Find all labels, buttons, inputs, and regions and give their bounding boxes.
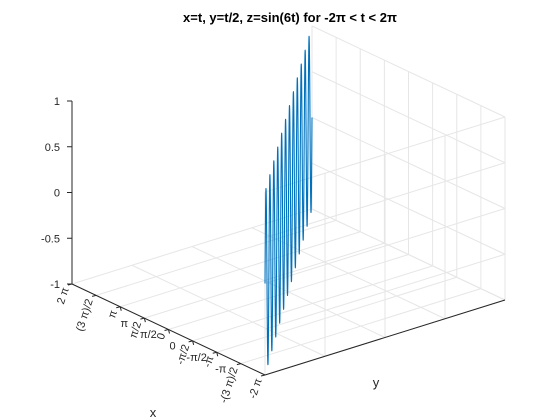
y-tick xyxy=(192,340,195,345)
x-tick-label: 0 xyxy=(155,332,168,342)
x-tick xyxy=(260,374,266,377)
chart-title: x=t, y=t/2, z=sin(6t) for -2π < t < 2π xyxy=(183,10,397,25)
series-line xyxy=(264,35,313,366)
z-grid-wall-y xyxy=(311,25,506,118)
z-grid-wall-y xyxy=(311,71,506,164)
y-grid-floor xyxy=(131,264,326,357)
y-tick xyxy=(119,306,122,311)
y-tick-label: π xyxy=(120,318,128,330)
z-grid-wall-x xyxy=(264,253,506,330)
x-tick xyxy=(212,351,217,354)
z-grid-wall-y xyxy=(311,117,506,209)
axis-ticks xyxy=(67,100,266,377)
y-grid-floor xyxy=(191,246,386,338)
x-tick-label: π xyxy=(106,308,120,319)
x-tick xyxy=(140,317,145,320)
z-grid-wall-y xyxy=(311,208,506,301)
z-tick-label: -0.5 xyxy=(41,233,60,245)
x-tick xyxy=(188,340,193,343)
x-tick-label: 2 π xyxy=(55,286,72,306)
z-grid-wall-x xyxy=(264,116,506,193)
z-tick-label: 0.5 xyxy=(45,142,60,154)
x-tick-label: -π xyxy=(202,354,217,369)
x-tick xyxy=(116,306,121,309)
z-tick-label: 0 xyxy=(54,188,60,200)
z-grid-wall-y xyxy=(311,162,506,255)
y-tick-label: -π xyxy=(215,363,227,375)
y-axis-line xyxy=(264,299,506,376)
x-axis-label: x xyxy=(150,405,157,420)
y-tick xyxy=(216,352,219,357)
y-tick xyxy=(143,318,146,323)
y-axis-label: y xyxy=(373,375,380,390)
y-tick xyxy=(168,329,170,334)
y-tick-label: π/2 xyxy=(140,329,157,341)
z-tick-label: -1 xyxy=(50,279,60,291)
z-grid-wall-x xyxy=(264,208,506,284)
y-tick-label: 0 xyxy=(169,341,175,353)
x-tick-label: π/2 xyxy=(128,320,145,340)
z-grid-wall-x xyxy=(264,162,506,239)
x-tick xyxy=(236,363,241,366)
x-tick xyxy=(92,294,97,297)
z-tick-label: 1 xyxy=(54,96,60,108)
x-tick xyxy=(164,329,169,331)
y-tick-label: -π/2 xyxy=(186,352,206,364)
plot-area xyxy=(264,35,313,366)
